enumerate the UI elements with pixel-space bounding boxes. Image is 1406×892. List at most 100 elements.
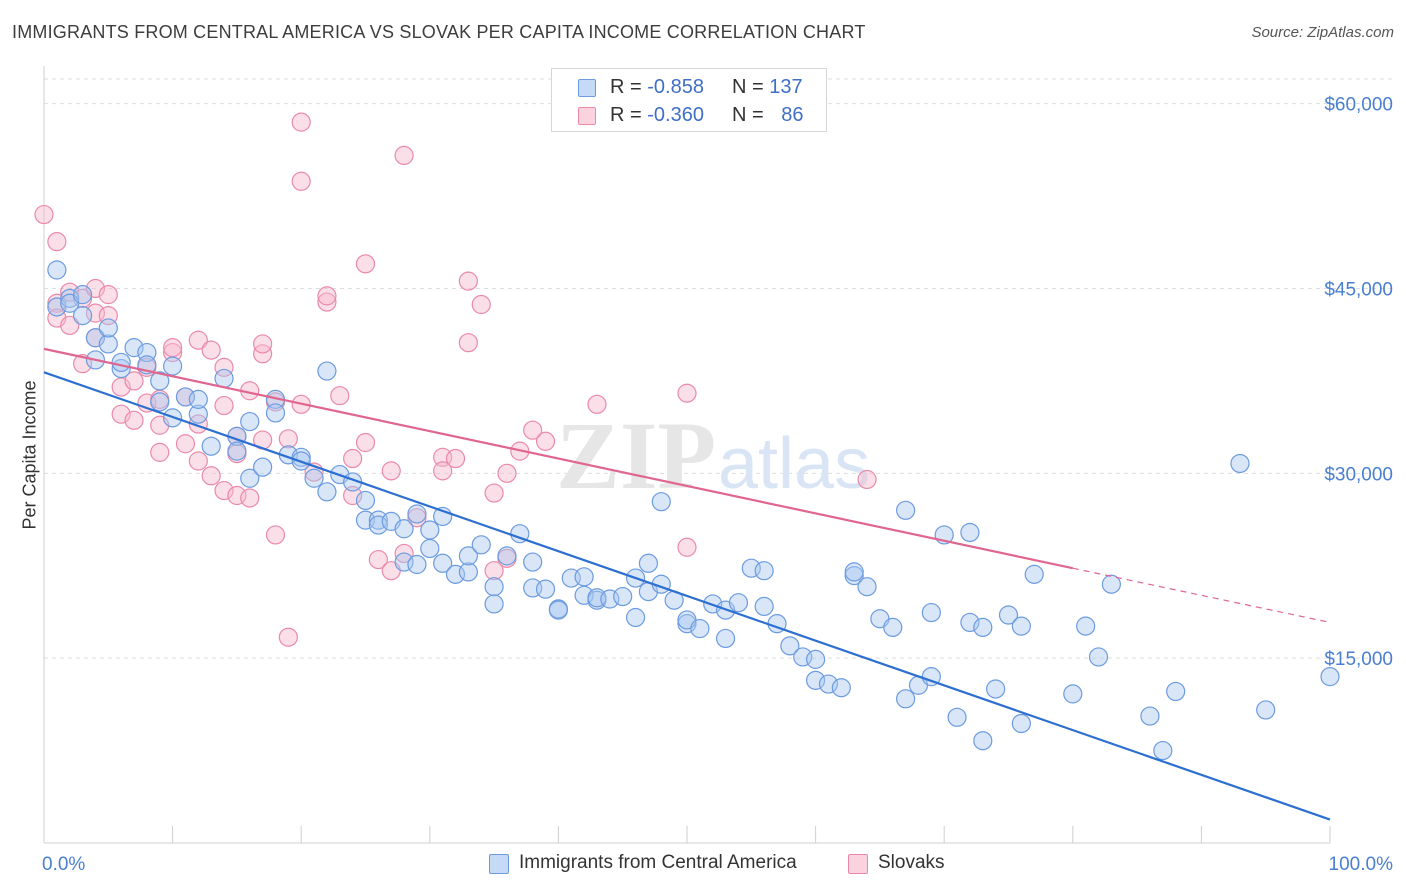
central-america-point	[265, 403, 286, 423]
central-america-point	[973, 731, 993, 751]
central-america-point	[201, 436, 221, 456]
central-america-point	[921, 602, 941, 623]
slovak-point	[175, 434, 196, 454]
slovak-point	[381, 461, 401, 481]
central-america-point	[548, 600, 569, 620]
central-america-point	[1088, 647, 1109, 667]
legend-swatch-pink	[578, 107, 596, 125]
chart-source: Source: ZipAtlas.com	[1251, 24, 1394, 41]
central-america-point	[1011, 616, 1031, 636]
slovak-point	[163, 342, 183, 363]
slovak-point	[471, 294, 491, 315]
central-america-point	[1166, 681, 1186, 702]
central-america-point	[458, 562, 478, 582]
central-america-point	[831, 678, 851, 698]
central-america-point	[484, 594, 504, 614]
central-america-point	[613, 586, 633, 607]
slovak-point	[188, 330, 208, 350]
legend-n-label: N =	[732, 76, 764, 98]
y-tick-label: $45,000	[1324, 279, 1393, 300]
central-america-point	[960, 522, 980, 543]
central-america-point	[818, 674, 839, 694]
central-america-point	[214, 368, 234, 389]
slovak-point	[278, 627, 298, 647]
central-america-point	[1256, 700, 1276, 720]
central-america-point	[394, 519, 414, 539]
central-america-point	[98, 334, 118, 354]
legend-r-value: -0.360	[647, 104, 704, 126]
slovak-point	[98, 285, 118, 305]
trend-lines	[43, 347, 1331, 821]
legend-swatch-blue	[578, 79, 596, 97]
slovak-trend-line	[43, 347, 1074, 570]
legend-row-slovaks: R = -0.360 N = 86	[552, 101, 826, 129]
central-america-point	[188, 389, 208, 409]
slovak-point	[330, 386, 350, 406]
slovak-point	[458, 333, 478, 353]
slovak-point	[278, 429, 298, 449]
slovak-point	[201, 466, 221, 486]
slovak-point	[445, 448, 466, 469]
central-america-point	[304, 468, 324, 488]
slovak-point	[201, 340, 221, 360]
legend-n-value: 86	[781, 104, 804, 126]
slovak-point	[291, 171, 311, 191]
y-tick-label: $60,000	[1324, 95, 1393, 116]
central-america-point	[1320, 667, 1340, 687]
slovak-point	[484, 483, 504, 503]
central-america-point	[1063, 684, 1083, 704]
central-america-point	[227, 441, 247, 461]
central-america-point	[72, 285, 93, 305]
central-america-point	[715, 628, 736, 649]
central-america-point	[805, 649, 826, 669]
slovak-point	[394, 145, 414, 165]
central-america-point	[355, 490, 376, 511]
central-america-point	[1230, 453, 1250, 474]
slovak-point	[355, 254, 376, 274]
central-america-point	[60, 288, 80, 308]
watermark: ZIP atlas	[556, 402, 870, 509]
slovak-point	[484, 561, 504, 581]
central-america-point	[368, 515, 388, 535]
slovak-point	[343, 448, 363, 469]
central-america-point	[317, 361, 337, 381]
x-tick-label-end: 100.0%	[1329, 854, 1394, 875]
central-america-point	[986, 679, 1006, 699]
slovak-point	[60, 315, 80, 336]
watermark-atlas: atlas	[718, 424, 870, 504]
y-tick-label: $15,000	[1324, 649, 1393, 670]
slovak-point	[368, 549, 388, 570]
slovak-point	[34, 204, 54, 225]
slovak-point	[857, 469, 877, 490]
central-america-point	[754, 561, 774, 581]
central-america-point	[896, 689, 916, 709]
central-america-point	[754, 596, 774, 617]
legend-label: Immigrants from Central America	[519, 852, 797, 873]
central-america-trend-line	[43, 371, 1331, 821]
slovak-point	[677, 383, 697, 403]
slovak-point	[124, 410, 144, 430]
central-america-point	[47, 260, 67, 280]
slovak-point	[163, 338, 183, 358]
central-america-point	[253, 457, 273, 477]
slovak-point	[317, 292, 337, 312]
slovak-point	[291, 112, 311, 132]
axes	[43, 66, 1331, 844]
central-america-point	[240, 468, 260, 488]
central-america-point	[883, 617, 903, 637]
central-america-points	[47, 260, 1340, 761]
central-america-point	[150, 371, 170, 391]
central-america-point	[471, 535, 491, 555]
gridlines	[44, 78, 1395, 659]
correlation-legend: R = -0.858 N = 137 R = -0.360 N = 86	[551, 68, 827, 132]
legend-n-value: 137	[769, 76, 803, 98]
central-america-point	[98, 318, 118, 338]
central-america-point	[163, 356, 183, 376]
legend-swatch-blue	[489, 854, 509, 874]
central-america-point	[188, 404, 208, 424]
legend-r-value: -0.858	[647, 76, 704, 98]
slovak-point	[523, 420, 543, 440]
central-america-point	[1024, 564, 1044, 584]
slovak-point	[433, 461, 453, 481]
